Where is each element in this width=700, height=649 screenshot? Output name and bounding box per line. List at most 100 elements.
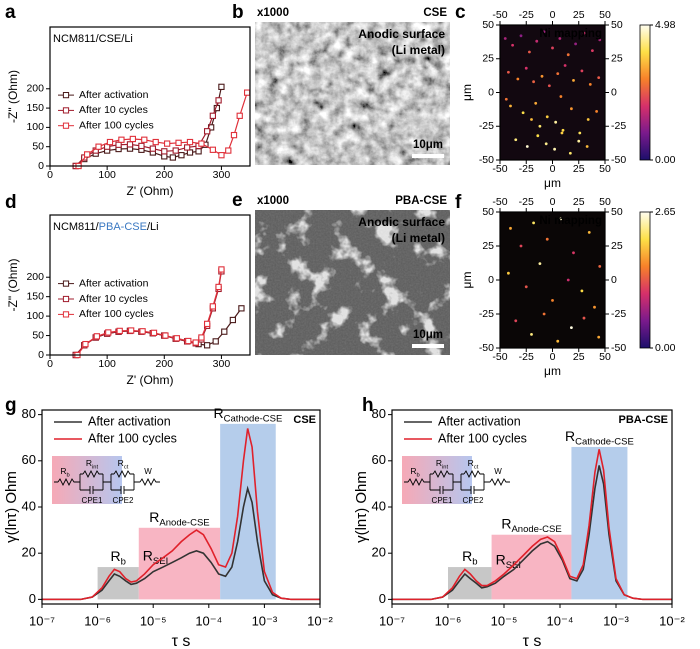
map-dot: [538, 262, 542, 266]
map-dot: [568, 151, 572, 155]
map-dot: [519, 34, 523, 38]
y-tick-label: -25: [479, 308, 494, 320]
y-axis-label: μm: [460, 272, 474, 289]
circuit-label-sub: int: [92, 464, 98, 470]
map-dot: [580, 289, 584, 293]
series-line: [42, 428, 320, 601]
circuit-label: Rct: [468, 458, 479, 470]
map-dot: [578, 131, 582, 135]
map-dot: [524, 285, 528, 289]
x-tick-label: -25: [519, 163, 534, 175]
panel-letter: b: [232, 2, 244, 23]
marker: [209, 146, 217, 153]
legend-label: After activation: [79, 277, 149, 289]
marker: [243, 89, 251, 96]
map-background: [500, 212, 605, 348]
map-dot: [547, 84, 551, 88]
map-dot: [516, 77, 520, 81]
circuit-wire: [54, 469, 160, 494]
marker: [183, 144, 191, 151]
y-axis-label: γ(lnτ) Ohm: [3, 471, 20, 543]
circuit-label-main: R: [60, 466, 66, 476]
map-dot: [525, 145, 529, 148]
y-tick-label: 80: [372, 406, 386, 421]
x-tick-label: 10⁻³: [603, 613, 629, 628]
marker: [178, 152, 185, 159]
region: [138, 527, 221, 600]
circuit-label-main: CPE1: [82, 496, 103, 505]
sample-tag: CSE: [293, 414, 316, 426]
marker: [238, 305, 245, 312]
map-dot: [551, 46, 554, 50]
y-axis-label: μm: [460, 84, 474, 101]
marker: [116, 327, 123, 335]
marker: [127, 327, 135, 334]
marker: [236, 112, 243, 119]
marker: [83, 151, 91, 158]
panel-letter: a: [5, 2, 16, 23]
map-dot: [504, 97, 508, 101]
x-tick-label: -50: [492, 9, 507, 21]
legend-label: After 100 cycles: [88, 431, 177, 445]
map-dot: [535, 39, 539, 43]
y-tick-label: 0: [379, 591, 386, 606]
panel-letter: f: [455, 192, 462, 213]
x-tick-label: 10⁻⁶: [435, 613, 462, 628]
circuit-label: CPE2: [463, 496, 484, 505]
y-tick-label: 150: [26, 102, 44, 114]
marker: [209, 303, 217, 310]
circuit-label: Rct: [118, 458, 129, 470]
region-label-main: R: [565, 428, 575, 444]
x-tick-label: 10⁻⁷: [29, 613, 55, 628]
annotation-part: NCM811/CSE/Li: [53, 33, 133, 45]
circuit-label: W: [494, 467, 502, 476]
map-dot: [570, 326, 573, 329]
marker: [195, 148, 202, 155]
region-label-sub: b: [121, 556, 126, 567]
circuit-label: Rint: [436, 458, 449, 470]
circuit-label: W: [144, 467, 152, 476]
annotation-part: /Li: [147, 221, 159, 233]
x-tick-label: 10⁻⁴: [195, 613, 222, 628]
x-tick-label: 100: [98, 358, 116, 370]
plot-frame: [499, 24, 606, 161]
y-tick-label: 50: [32, 140, 44, 152]
sample-label: PBA-CSE: [395, 195, 447, 207]
map-dot: [585, 145, 589, 148]
region-label: Rb: [110, 548, 125, 567]
marker: [203, 342, 211, 349]
legend-label: After 10 cycles: [79, 293, 148, 305]
map-dot: [598, 38, 602, 42]
y-tick-label: -25: [611, 308, 626, 320]
region-label: RAnode-CSE: [149, 508, 209, 527]
marker: [218, 83, 225, 90]
map-dot: [566, 278, 570, 282]
caption: (Li metal): [392, 231, 445, 245]
map-dot: [582, 31, 586, 35]
circuit-label: CPE1: [82, 496, 103, 505]
magnification: x1000: [257, 7, 289, 19]
x-axis-label: Z' (Ohm): [127, 184, 174, 198]
map-dot: [538, 124, 542, 128]
map-dot: [597, 76, 601, 80]
y-tick-label: 100: [26, 310, 44, 322]
map-dot: [598, 265, 602, 268]
x-tick-label: 0: [550, 9, 556, 21]
region-label-sub: b: [472, 556, 477, 567]
map-dot: [560, 131, 564, 135]
x-axis-label: μm: [544, 176, 561, 190]
marker: [150, 329, 158, 336]
marker: [149, 145, 157, 152]
caption: Anodic surface: [358, 27, 445, 41]
marker: [221, 328, 228, 335]
scale-bar-label: 10μm: [413, 329, 443, 341]
legend-marker: [62, 280, 70, 287]
plot-frame: [49, 214, 251, 356]
y-tick-label: -50: [479, 342, 494, 354]
x-tick-label: 10⁻⁴: [547, 613, 574, 628]
region-label-main: R: [496, 551, 506, 567]
marker: [209, 112, 217, 119]
x-tick-label: 50: [599, 196, 611, 208]
map-dot: [509, 104, 512, 108]
y-tick-label: 60: [372, 452, 386, 467]
